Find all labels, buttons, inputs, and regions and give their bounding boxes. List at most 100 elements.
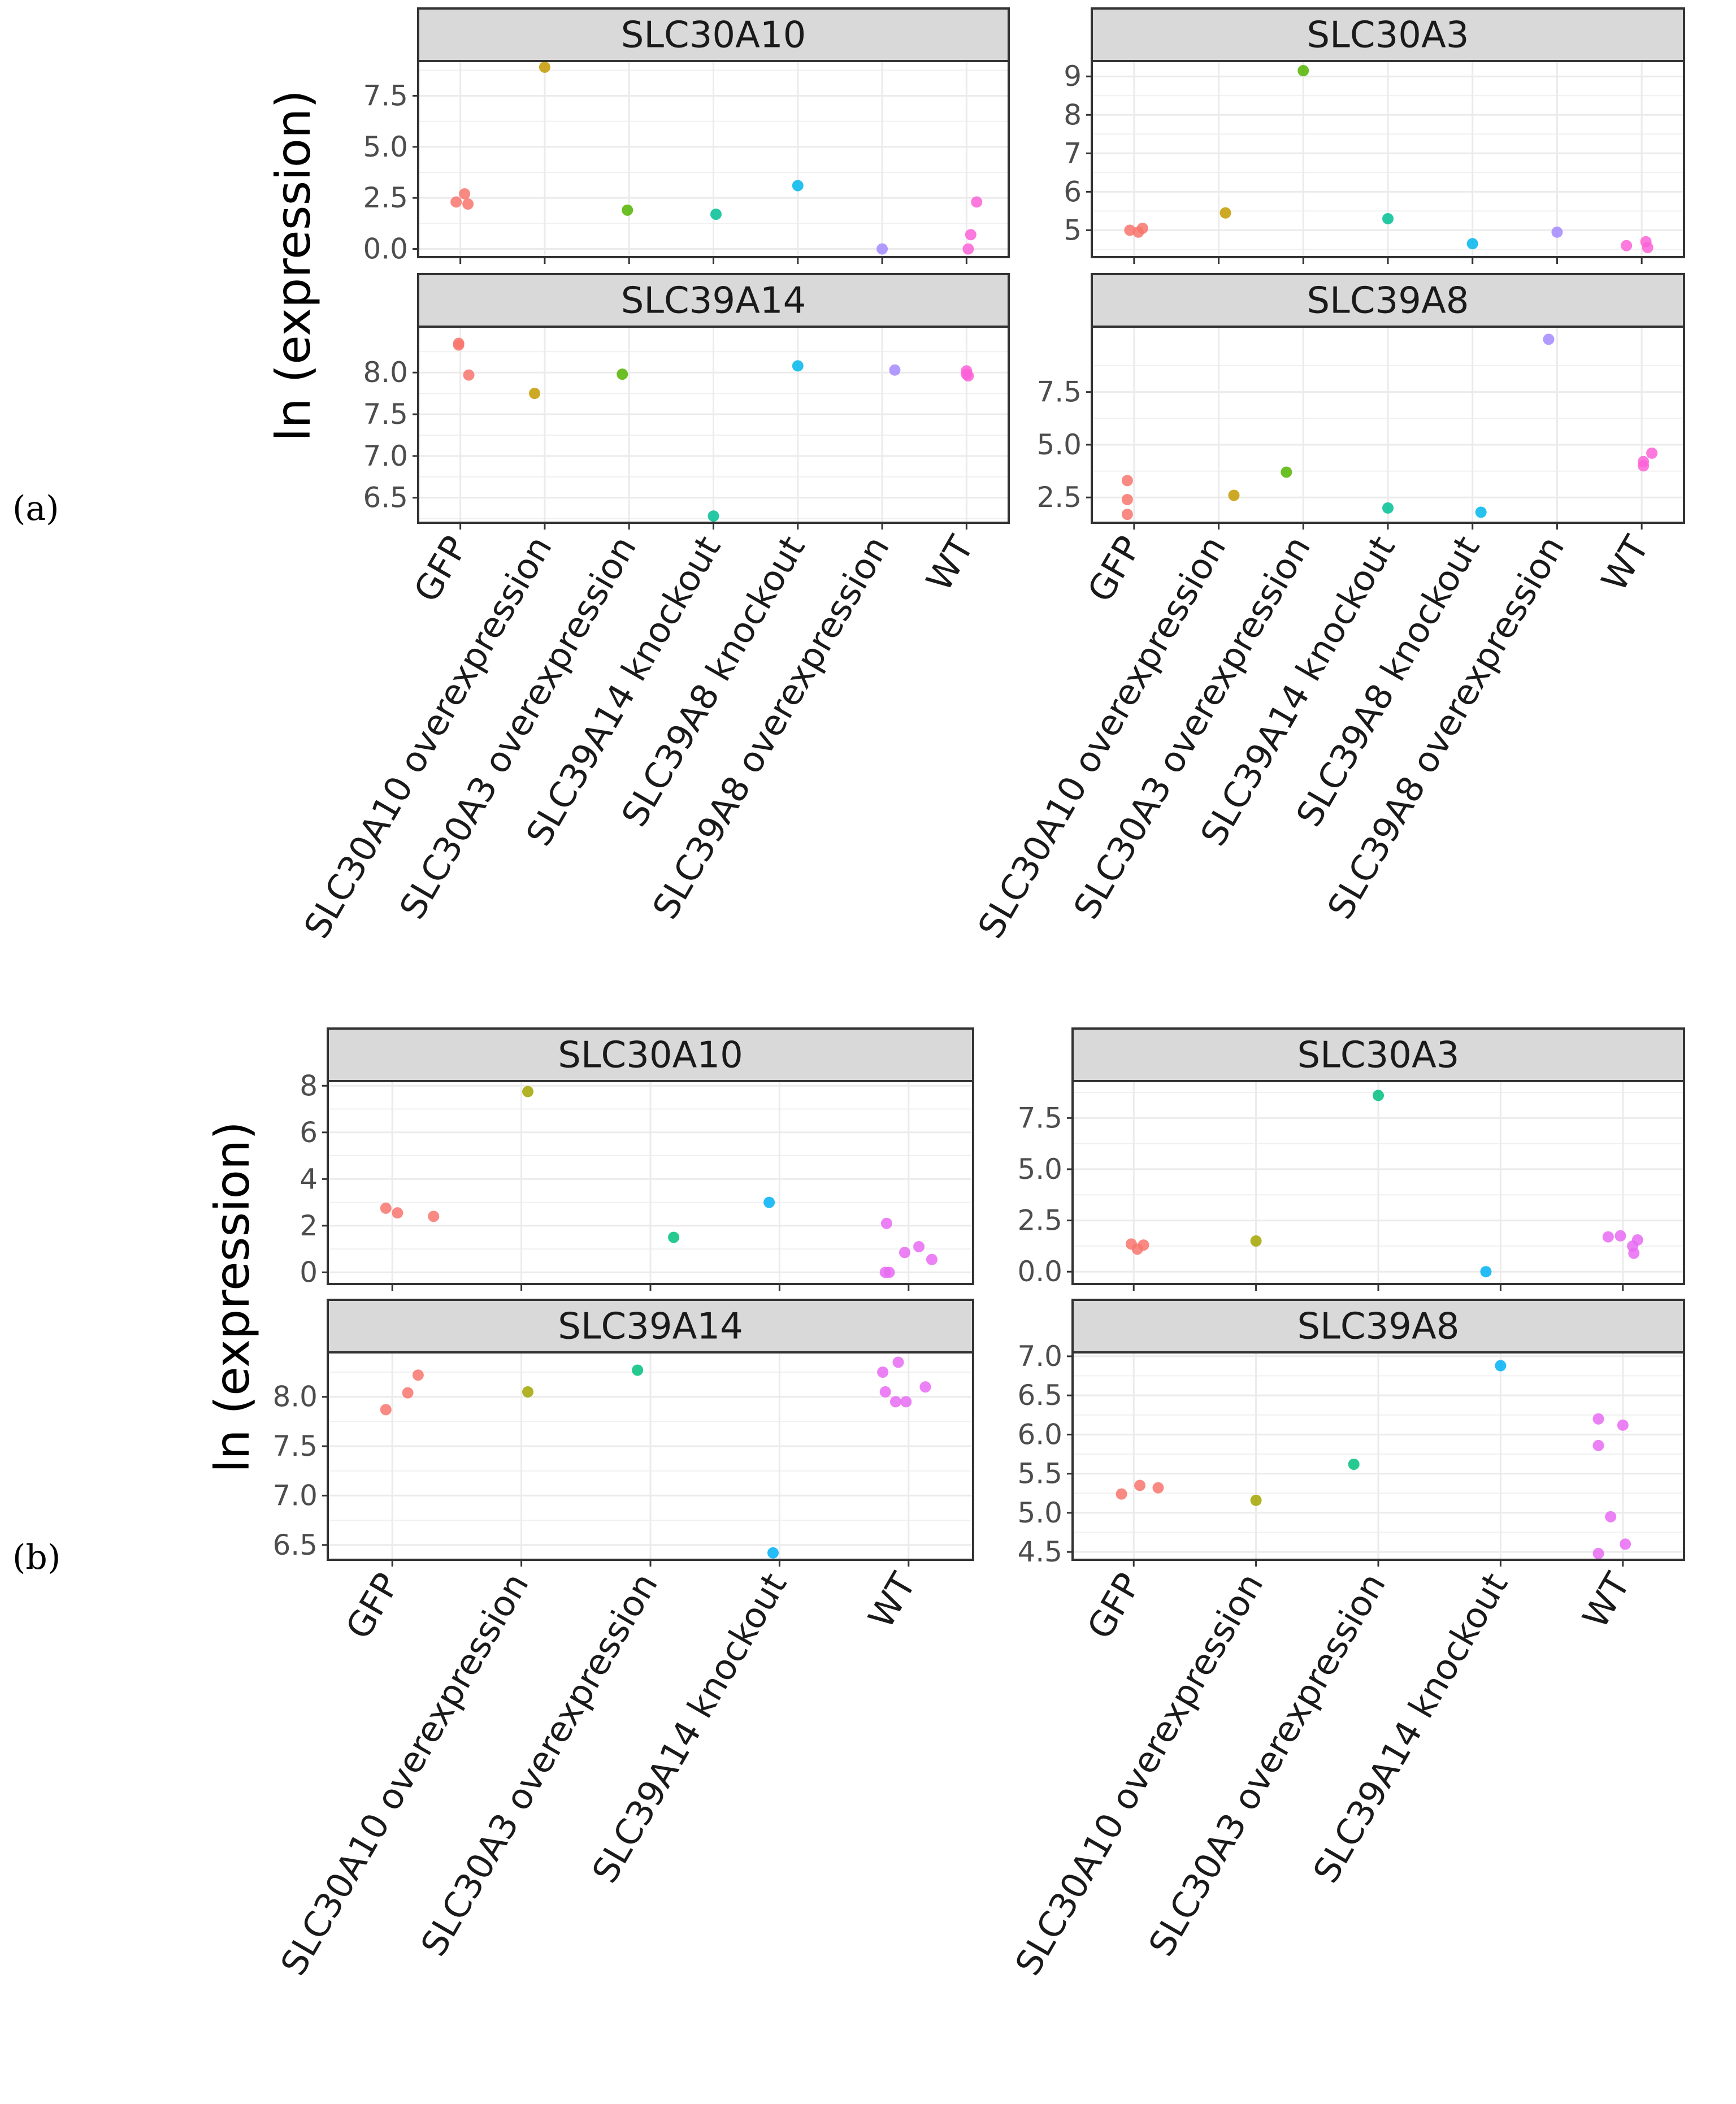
- point-wt: [1602, 1231, 1614, 1243]
- y-tick-label: 2.5: [1036, 481, 1082, 514]
- point-gfp: [402, 1387, 414, 1399]
- point-wt: [1631, 1234, 1643, 1246]
- y-tick-label: 5.5: [1017, 1457, 1062, 1490]
- y-tick-label: 7.5: [1017, 1101, 1062, 1134]
- point-slc30a3-overexpression: [632, 1364, 644, 1376]
- point-gfp: [463, 369, 475, 381]
- point-slc39a14-knockout: [1382, 212, 1394, 224]
- point-wt: [962, 243, 974, 255]
- point-slc30a3-overexpression: [1373, 1090, 1384, 1101]
- point-gfp: [428, 1211, 440, 1222]
- point-slc39a14-knockout: [763, 1196, 775, 1208]
- point-slc39a14-knockout: [1382, 502, 1394, 514]
- y-tick-label: 2: [300, 1209, 318, 1242]
- point-gfp: [1152, 1482, 1164, 1494]
- point-wt: [900, 1396, 912, 1408]
- point-wt: [1615, 1230, 1626, 1242]
- point-slc30a10-overexpression: [522, 1086, 534, 1097]
- point-wt: [962, 370, 974, 382]
- point-slc39a14-knockout: [767, 1547, 779, 1559]
- point-wt: [965, 229, 976, 241]
- facet-a-slc30a3: SLC30A3 5 6 7 8 9: [1064, 7, 1685, 264]
- point-slc30a3-overexpression: [617, 368, 628, 380]
- point-gfp: [380, 1404, 392, 1416]
- point-wt: [1592, 1439, 1604, 1451]
- point-wt: [1592, 1547, 1604, 1559]
- point-slc39a14-knockout: [708, 510, 719, 522]
- point-slc39a8-knockout: [1475, 506, 1487, 518]
- point-wt: [1638, 460, 1650, 472]
- y-tick-label: 8: [300, 1069, 318, 1102]
- point-gfp: [1134, 1480, 1146, 1491]
- plot-border: [1071, 1080, 1685, 1285]
- point-wt: [926, 1253, 938, 1265]
- point-slc39a8-overexpression: [876, 243, 888, 255]
- point-wt: [1617, 1419, 1629, 1431]
- point-wt: [1642, 241, 1653, 253]
- point-gfp: [412, 1369, 424, 1381]
- point-wt: [1621, 240, 1633, 251]
- y-tick-label: 0.0: [363, 233, 408, 266]
- point-gfp: [1116, 1488, 1127, 1500]
- y-tick-label: 6.5: [363, 481, 408, 514]
- y-tick-label: 7.0: [272, 1479, 318, 1512]
- y-tick-label: 6.5: [1017, 1379, 1062, 1412]
- y-axis-label-b: ln (expression): [205, 1121, 260, 1473]
- y-tick-label: 2.5: [363, 181, 408, 214]
- facet-panels: SLC30A10 0.0 2.5 5.0 7.5 SLC30A3 5 6 7 8 9 SLC39A14…: [272, 7, 1685, 1982]
- y-tick-label: 0: [300, 1256, 318, 1289]
- category-label-gfp: GFP: [406, 529, 476, 609]
- facet-a-slc30a10: SLC30A10 0.0 2.5 5.0 7.5: [363, 7, 1010, 266]
- y-tick-label: 5: [1064, 214, 1082, 246]
- facet-strip: [417, 7, 1010, 62]
- plot-border: [327, 1351, 974, 1561]
- point-wt: [913, 1240, 925, 1252]
- plot-border: [417, 326, 1010, 524]
- y-tick-label: 6.5: [272, 1529, 318, 1561]
- point-wt: [1620, 1538, 1631, 1550]
- category-label-wt: WT: [860, 1565, 924, 1635]
- plot-border: [417, 60, 1010, 258]
- point-gfp: [1136, 222, 1148, 234]
- plot-border: [1091, 326, 1685, 524]
- y-tick-label: 4: [300, 1162, 318, 1195]
- plot-border: [327, 1080, 974, 1285]
- point-gfp: [453, 339, 465, 351]
- facet-strip: [1091, 273, 1685, 328]
- facet-strip: [1071, 1299, 1685, 1353]
- point-slc39a14-knockout: [1480, 1266, 1492, 1278]
- category-label-slc30a10-overexpression: SLC30A10 overexpression: [1007, 1566, 1271, 1982]
- y-tick-label: 2.5: [1017, 1204, 1062, 1237]
- point-wt: [971, 196, 983, 208]
- point-slc30a10-overexpression: [539, 61, 550, 73]
- y-tick-label: 7: [1064, 137, 1082, 170]
- y-tick-label: 7.5: [272, 1430, 318, 1463]
- point-wt: [1605, 1511, 1617, 1522]
- point-slc39a8-knockout: [792, 360, 804, 372]
- y-tick-label: 0.0: [1017, 1255, 1062, 1288]
- point-slc39a8-overexpression: [1543, 333, 1555, 345]
- point-gfp: [1121, 475, 1133, 487]
- point-wt: [877, 1366, 889, 1378]
- category-label-slc30a3-overexpression: SLC30A3 overexpression: [1140, 1566, 1394, 1963]
- point-gfp: [380, 1202, 392, 1214]
- facet-strip-title: SLC30A3: [1307, 15, 1469, 57]
- facet-strip-title: SLC39A14: [558, 1306, 743, 1348]
- point-gfp: [1124, 224, 1136, 236]
- panel-label-b: (b): [12, 1538, 60, 1577]
- y-tick-label: 6: [300, 1116, 318, 1149]
- point-slc30a10-overexpression: [529, 388, 541, 400]
- y-tick-label: 5.0: [363, 131, 408, 163]
- point-slc30a10-overexpression: [1228, 489, 1240, 501]
- point-gfp: [462, 198, 474, 210]
- y-tick-label: 7.0: [1017, 1340, 1062, 1373]
- y-tick-label: 8: [1064, 98, 1082, 131]
- point-slc30a3-overexpression: [1281, 466, 1292, 478]
- category-label-wt: WT: [918, 528, 982, 598]
- point-slc30a3-overexpression: [622, 204, 633, 216]
- y-tick-label: 4.5: [1017, 1535, 1062, 1568]
- plot-border: [1071, 1351, 1685, 1561]
